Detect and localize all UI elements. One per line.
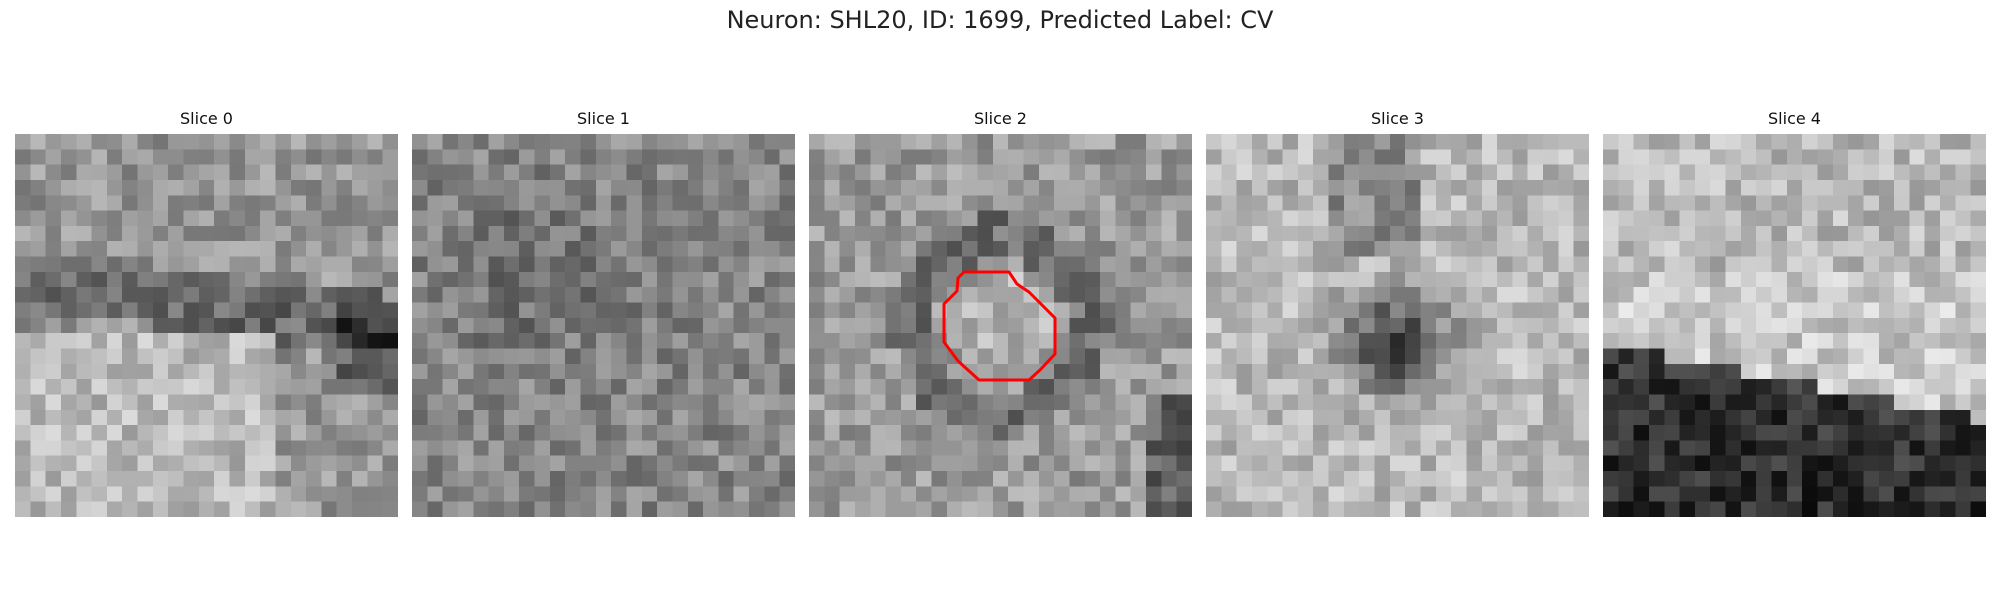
- slice-panel-2: Slice 2: [809, 108, 1192, 517]
- slice-title-1: Slice 1: [577, 109, 630, 128]
- figure-title: Neuron: SHL20, ID: 1699, Predicted Label…: [726, 6, 1274, 34]
- slice-panel-4: Slice 4: [1603, 108, 1986, 517]
- slice-title-3: Slice 3: [1371, 109, 1424, 128]
- slice-panel-3: Slice 3: [1206, 108, 1589, 517]
- slice-panel-1: Slice 1: [412, 108, 795, 517]
- slice-image-4: [1603, 134, 1986, 517]
- slice-image-0: [15, 134, 398, 517]
- slice-title-2: Slice 2: [974, 109, 1027, 128]
- slice-panel-0: Slice 0: [15, 108, 398, 517]
- slice-title-0: Slice 0: [180, 109, 233, 128]
- slice-image-1: [412, 134, 795, 517]
- slice-title-4: Slice 4: [1768, 109, 1821, 128]
- slice-image-3: [1206, 134, 1589, 517]
- slice-image-2: [809, 134, 1192, 517]
